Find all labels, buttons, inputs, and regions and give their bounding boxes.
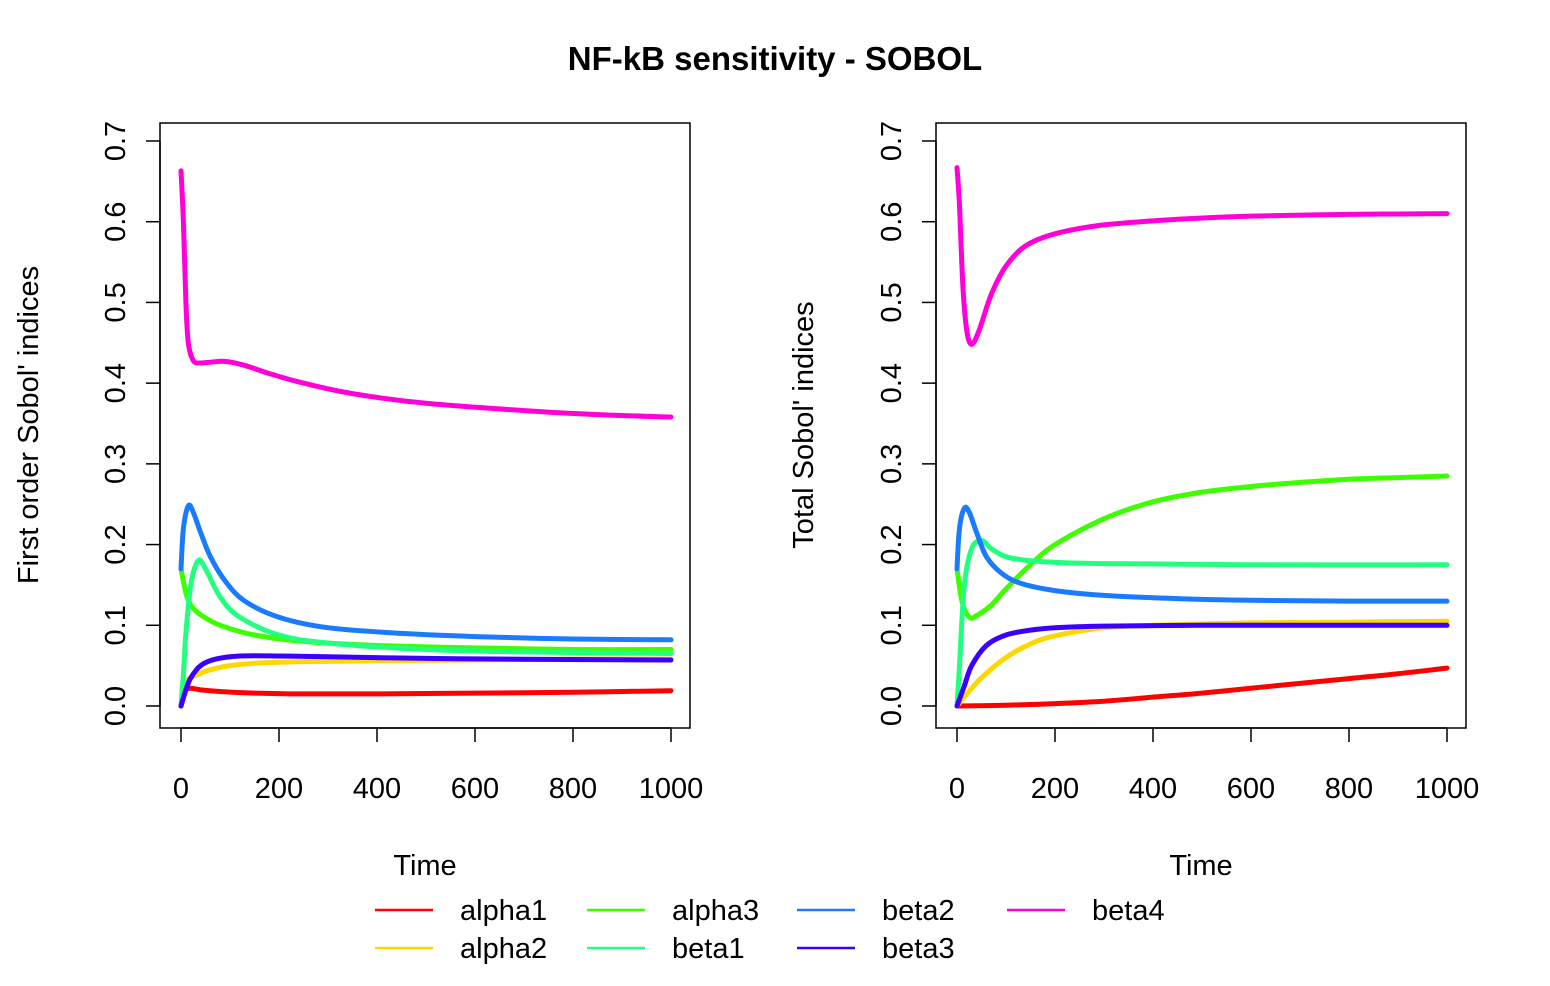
x-axis-label: Time [393,850,456,882]
y-tick-label: 0.3 [876,444,908,484]
x-tick-label: 800 [1325,773,1373,805]
legend-item-beta3: beta3 [797,933,955,965]
x-tick-label: 0 [949,773,965,805]
y-axis: 0.0 0.1 0.2 0.3 0.4 0.5 0.6 0.7 [100,121,161,726]
y-tick-label: 0.6 [876,202,908,242]
y-axis-label: First order Sobol' indices [13,266,45,584]
series-line-beta3 [954,622,1450,709]
x-tick-label: 200 [255,773,303,805]
legend-label: alpha3 [672,895,759,927]
legend-label: alpha2 [460,933,547,965]
legend-label: beta2 [882,895,955,927]
y-tick-label: 0.1 [100,605,132,645]
y-tick-label: 0.2 [100,524,132,564]
series-line-alpha3 [954,473,1450,621]
series-line-alpha1 [954,665,1450,709]
series-line-alpha2 [178,656,674,709]
x-axis: 0 200 400 600 800 1000 [173,727,704,805]
x-tick-label: 400 [353,773,401,805]
x-axis-label: Time [1169,850,1232,882]
legend-item-alpha2: alpha2 [375,933,547,965]
legend-item-beta4: beta4 [1007,895,1165,927]
y-tick-label: 0.1 [876,605,908,645]
y-tick-label: 0.4 [100,363,132,403]
y-axis: 0.0 0.1 0.2 0.3 0.4 0.5 0.6 0.7 [876,121,937,726]
series-line-beta4 [954,165,1450,347]
y-tick-label: 0.7 [100,121,132,161]
series-lines [954,165,1450,709]
series-line-beta1 [178,557,674,709]
legend-label: alpha1 [460,895,547,927]
legend-item-alpha3: alpha3 [587,895,759,927]
x-tick-label: 600 [1227,773,1275,805]
y-tick-label: 0.6 [100,202,132,242]
y-tick-label: 0.7 [876,121,908,161]
total-panel: 0 200 400 600 800 1000 0.00.10.20.30.40.50.60… [788,121,1479,882]
x-tick-label: 1000 [639,773,704,805]
y-tick-label: 0.5 [100,282,132,322]
y-tick-label: 0.0 [876,686,908,726]
x-tick-label: 600 [451,773,499,805]
x-tick-label: 200 [1031,773,1079,805]
x-tick-label: 1000 [1415,773,1480,805]
series-line-beta3 [178,653,674,709]
legend-item-beta1: beta1 [587,933,745,965]
series-line-beta2 [178,502,674,643]
series-line-alpha2 [954,618,1450,709]
x-tick-label: 0 [173,773,189,805]
series-line-beta2 [954,504,1450,604]
legend-item-beta2: beta2 [797,895,955,927]
legend-item-alpha1: alpha1 [375,895,547,927]
x-tick-label: 400 [1129,773,1177,805]
series-lines [178,168,674,709]
y-tick-label: 0.4 [876,363,908,403]
y-tick-label: 0.0 [100,686,132,726]
series-line-alpha1 [178,685,674,709]
legend: alpha1 alpha2 alpha3 beta1 beta2 beta3 beta4 [375,895,1165,965]
series-line-beta4 [178,168,674,420]
series-line-beta1 [954,538,1450,709]
first-order-panel: 0 200 400 600 800 1000 0.00.10.20.30.40.50.60… [13,121,703,882]
legend-label: beta4 [1092,895,1165,927]
legend-label: beta1 [672,933,745,965]
x-tick-label: 800 [549,773,597,805]
chart-title: NF-kB sensitivity - SOBOL [568,40,982,77]
y-tick-label: 0.2 [876,524,908,564]
y-axis-label: Total Sobol' indices [788,301,820,548]
legend-label: beta3 [882,933,955,965]
y-tick-label: 0.3 [100,444,132,484]
y-tick-label: 0.5 [876,282,908,322]
x-axis: 0 200 400 600 800 1000 [949,727,1480,805]
